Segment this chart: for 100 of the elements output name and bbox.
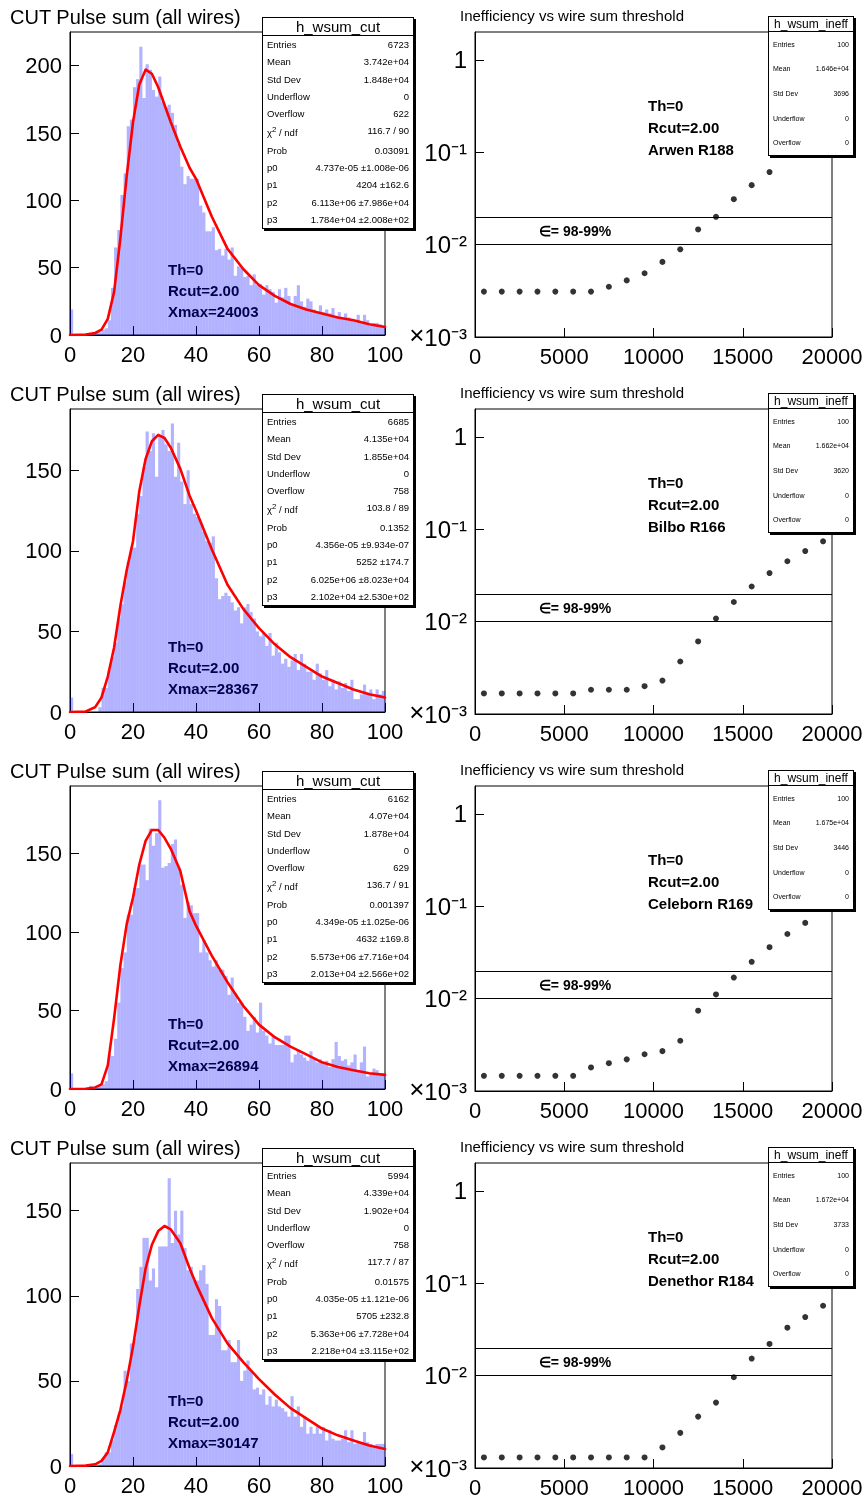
x-tick-label: 100 xyxy=(366,1095,404,1121)
text: 758 xyxy=(393,1239,409,1251)
y-tick-label: 1 xyxy=(453,1177,467,1205)
annotation: 4.356e-05 ±9.934e-07 xyxy=(315,539,409,551)
category-label: Std Dev xyxy=(267,73,301,85)
y-tick-label: 10⁻² xyxy=(424,1362,468,1390)
category-label: Prob xyxy=(267,1275,288,1287)
category-label: p3 xyxy=(267,590,278,602)
category-label: p2 xyxy=(267,1327,278,1339)
annotation: Rcut=2.00 xyxy=(648,119,720,136)
y-tick-label: 0 xyxy=(49,322,62,348)
annotation: Th=0 xyxy=(168,1015,204,1032)
annotation: 4.035e-05 ±1.121e-06 xyxy=(315,1293,409,1305)
annotation: Rcut=2.00 xyxy=(648,873,720,890)
annotation: Th=0 xyxy=(648,474,684,491)
x-tick-label: 100 xyxy=(366,718,404,744)
y-tick-label: 10⁻² xyxy=(424,231,468,259)
annotation: Th=0 xyxy=(648,1228,684,1245)
annotation: 4204 ±162.6 xyxy=(356,179,409,191)
annotation: Celeborn R169 xyxy=(648,895,754,912)
y-tick-label: 100 xyxy=(25,538,62,564)
annotation: 1.784e+04 ±2.008e+02 xyxy=(310,213,409,225)
x-axis-title: × xyxy=(409,320,425,350)
chart-title: Inefficiency vs wire sum threshold xyxy=(460,7,684,24)
y-tick-label: 10⁻³ xyxy=(424,1454,468,1482)
category-label: p0 xyxy=(267,1293,278,1305)
x-tick-label: 60 xyxy=(246,1472,272,1498)
annotation: Xmax=30147 xyxy=(168,1434,259,1451)
annotation: 4.135e+04 xyxy=(363,433,409,445)
annotation: 1.848e+04 xyxy=(363,73,409,85)
category-label: p0 xyxy=(267,916,278,928)
x-tick-label: 10000 xyxy=(622,1474,685,1500)
x-tick-label: 5000 xyxy=(539,343,589,369)
text: 758 xyxy=(393,485,409,497)
category-label: χ$^{2}$ / ndf xyxy=(267,1256,298,1270)
x-tick-label: 80 xyxy=(309,1472,335,1498)
annotation: Rcut=2.00 xyxy=(168,659,240,676)
annotation: ∈= 98-99% xyxy=(538,222,612,239)
x-axis-title: × xyxy=(409,697,425,727)
text: h_wsum_cut xyxy=(263,395,413,413)
annotation: Rcut=2.00 xyxy=(648,496,720,513)
text: h_wsum_cut xyxy=(263,18,413,36)
annotation: 2.102e+04 ±2.530e+02 xyxy=(310,590,409,602)
annotation: 136.7 / 91 xyxy=(366,879,409,893)
x-tick-label: 15000 xyxy=(712,1474,774,1500)
category-label: p0 xyxy=(267,539,278,551)
y-tick-label: 10⁻¹ xyxy=(424,1269,468,1297)
annotation: 1.878e+04 xyxy=(363,827,409,839)
category-label: Entries xyxy=(267,1170,297,1182)
y-tick-label: 10⁻² xyxy=(424,985,468,1013)
annotation: Th=0 xyxy=(648,97,684,114)
x-tick-label: 60 xyxy=(246,1095,272,1121)
text: 629 xyxy=(393,862,409,874)
y-tick-label: 10⁻³ xyxy=(424,1077,468,1105)
x-tick-label: 20 xyxy=(120,1472,146,1498)
chart-title: CUT Pulse sum (all wires) xyxy=(10,6,241,28)
category-label: p0 xyxy=(267,162,278,174)
category-label: Mean xyxy=(267,433,291,445)
category-label: Underflow xyxy=(267,1221,310,1233)
annotation: Rcut=2.00 xyxy=(648,1250,720,1267)
annotation: 3.742e+04 xyxy=(363,56,409,68)
x-tick-label: 20000 xyxy=(801,720,863,746)
text: 622 xyxy=(393,108,409,120)
text: h_wsum_ineff xyxy=(769,17,853,32)
x-tick-label: 10000 xyxy=(622,720,685,746)
annotation: 5705 ±232.8 xyxy=(356,1310,409,1322)
category-label: χ$^{2}$ / ndf xyxy=(267,125,298,139)
category-label: p2 xyxy=(267,573,278,585)
x-tick-label: 20000 xyxy=(801,1474,863,1500)
annotation: ∈= 98-99% xyxy=(538,976,612,993)
y-tick-label: 150 xyxy=(25,120,62,146)
x-tick-label: 40 xyxy=(183,1095,209,1121)
y-tick-label: 10⁻¹ xyxy=(424,892,468,920)
annotation: Rcut=2.00 xyxy=(168,282,240,299)
x-tick-label: 20 xyxy=(120,341,146,367)
text: 0 xyxy=(403,1221,409,1233)
x-tick-label: 80 xyxy=(309,718,335,744)
x-tick-label: 80 xyxy=(309,341,335,367)
x-tick-label: 10000 xyxy=(622,343,685,369)
category-label: Overflow xyxy=(267,485,305,497)
annotation: ∈= 98-99% xyxy=(538,1353,612,1370)
y-tick-label: 100 xyxy=(25,919,62,945)
y-tick-label: 200 xyxy=(25,53,62,79)
x-tick-label: 5000 xyxy=(539,1474,589,1500)
chart-title: Inefficiency vs wire sum threshold xyxy=(460,1138,684,1155)
annotation: 4632 ±169.8 xyxy=(356,933,409,945)
x-tick-label: 20000 xyxy=(801,343,863,369)
category-label: Entries xyxy=(267,39,297,51)
chart-title: Inefficiency vs wire sum threshold xyxy=(460,384,684,401)
y-tick-label: 150 xyxy=(25,841,62,867)
annotation: Rcut=2.00 xyxy=(168,1036,240,1053)
y-tick-label: 50 xyxy=(37,1368,62,1394)
y-tick-label: 1 xyxy=(453,423,467,451)
y-tick-label: 50 xyxy=(37,255,62,281)
annotation: 5.363e+06 ±7.728e+04 xyxy=(310,1327,409,1339)
y-tick-label: 10⁻² xyxy=(424,608,468,636)
text: h_wsum_ineff xyxy=(769,1148,853,1163)
x-tick-label: 5000 xyxy=(539,1097,589,1123)
category-label: Prob xyxy=(267,144,288,156)
x-tick-label: 80 xyxy=(309,1095,335,1121)
